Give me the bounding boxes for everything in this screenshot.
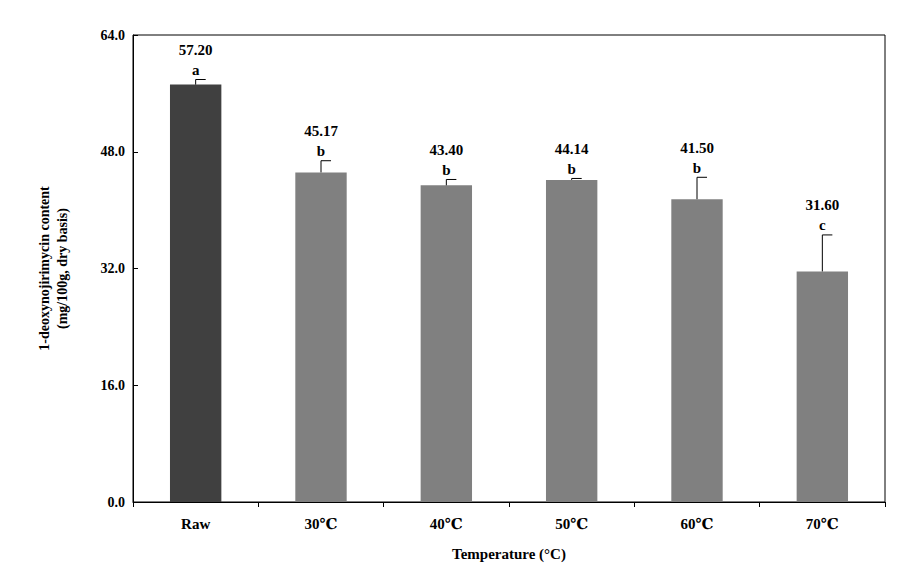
svg-text:48.0: 48.0 xyxy=(101,144,126,159)
svg-text:b: b xyxy=(442,162,450,178)
svg-text:57.20: 57.20 xyxy=(179,42,213,58)
svg-text:64.0: 64.0 xyxy=(101,28,126,43)
svg-text:44.14: 44.14 xyxy=(555,141,589,157)
svg-text:60℃: 60℃ xyxy=(681,516,714,532)
svg-text:(mg/100g, dry basis): (mg/100g, dry basis) xyxy=(55,208,71,329)
svg-text:1-deoxynojirimycin content: 1-deoxynojirimycin content xyxy=(37,186,52,351)
svg-text:Temperature (°C): Temperature (°C) xyxy=(452,546,566,563)
svg-text:70℃: 70℃ xyxy=(806,516,839,532)
svg-text:b: b xyxy=(693,160,701,176)
svg-text:16.0: 16.0 xyxy=(101,378,126,393)
svg-text:b: b xyxy=(317,143,325,159)
svg-text:43.40: 43.40 xyxy=(429,142,463,158)
svg-text:a: a xyxy=(192,62,200,78)
svg-text:50℃: 50℃ xyxy=(555,516,588,532)
svg-text:0.0: 0.0 xyxy=(108,495,126,510)
svg-text:45.17: 45.17 xyxy=(304,123,338,139)
svg-text:Raw: Raw xyxy=(181,516,210,532)
svg-text:40℃: 40℃ xyxy=(430,516,463,532)
svg-text:41.50: 41.50 xyxy=(680,140,714,156)
svg-text:30℃: 30℃ xyxy=(305,516,338,532)
svg-text:c: c xyxy=(819,217,826,233)
svg-text:b: b xyxy=(567,161,575,177)
svg-text:32.0: 32.0 xyxy=(101,261,126,276)
svg-text:31.60: 31.60 xyxy=(805,197,839,213)
